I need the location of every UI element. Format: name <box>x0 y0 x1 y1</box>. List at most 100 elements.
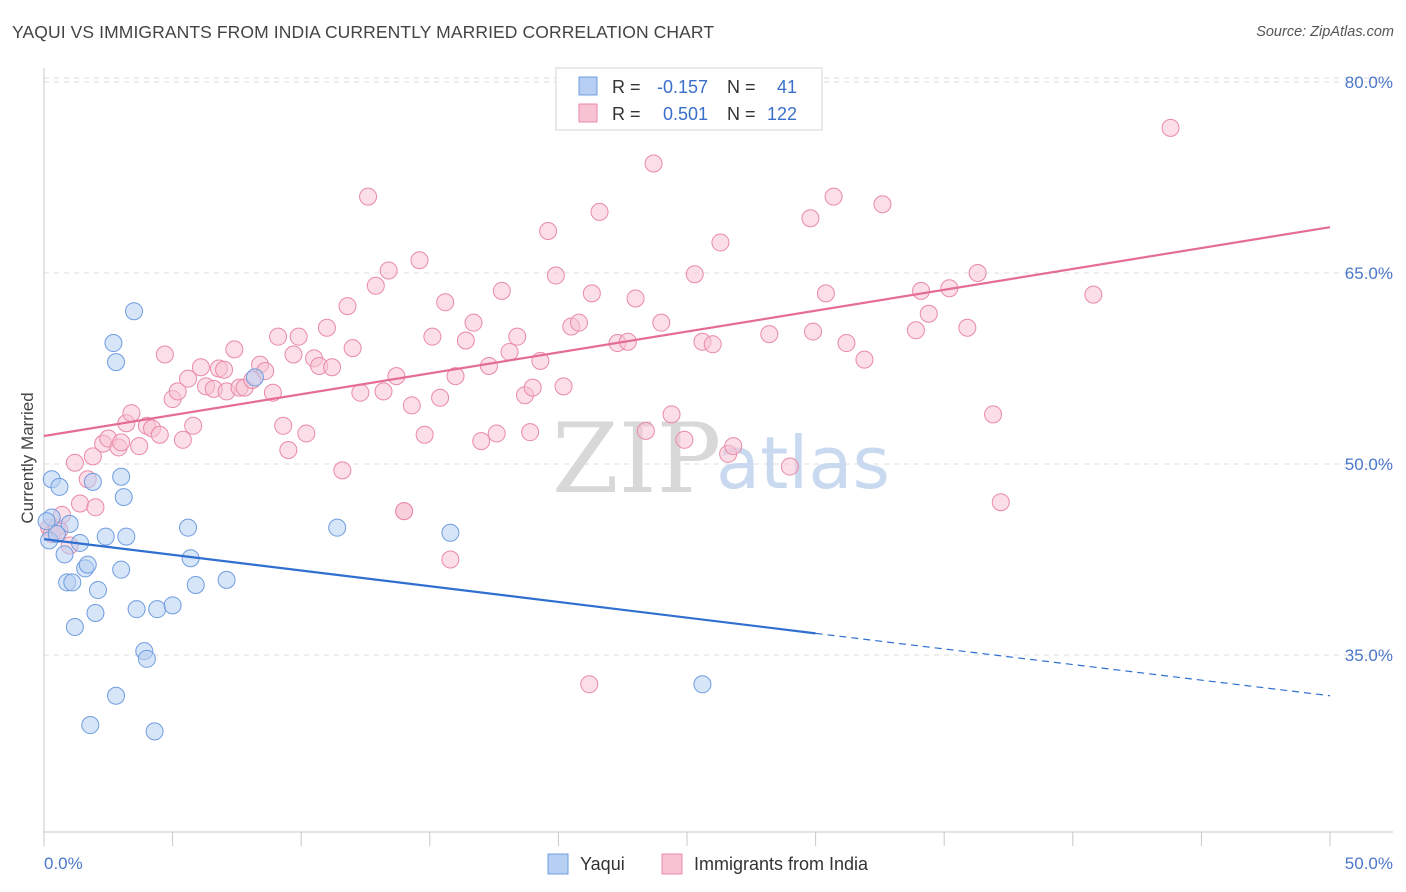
yaqui-point <box>125 302 144 321</box>
india-point <box>343 339 362 358</box>
india-point <box>855 350 874 369</box>
india-point <box>387 367 406 386</box>
legend-n-value-1: 41 <box>777 77 797 97</box>
trend-lines <box>43 226 1331 697</box>
india-point <box>724 437 743 456</box>
india-point <box>374 382 393 401</box>
india-point <box>130 437 149 456</box>
india-point <box>662 405 681 424</box>
india-point <box>351 383 370 402</box>
india-point <box>582 284 601 303</box>
yaqui-point <box>145 722 164 741</box>
yaqui-points <box>37 302 712 741</box>
india-point <box>703 335 722 354</box>
yaqui-point <box>112 467 131 486</box>
y-tick-label: 65.0% <box>1345 264 1393 283</box>
yaqui-point <box>55 545 74 564</box>
india-point <box>436 293 455 312</box>
india-point <box>155 345 174 364</box>
india-point <box>479 356 498 375</box>
india-point <box>297 424 316 443</box>
india-point <box>423 327 442 346</box>
india-point <box>279 440 298 459</box>
india-point <box>508 327 527 346</box>
india-point <box>801 209 820 228</box>
india-point <box>122 404 141 423</box>
india-point <box>359 187 378 206</box>
india-point <box>464 313 483 332</box>
india-point <box>804 322 823 341</box>
india-point <box>150 425 169 444</box>
yaqui-point <box>217 570 236 589</box>
india-point <box>500 342 519 361</box>
india-point <box>711 233 730 252</box>
india-point <box>873 195 892 214</box>
yaqui-point <box>186 575 205 594</box>
india-point <box>644 154 663 173</box>
india-point <box>837 334 856 353</box>
legend-top: R = -0.157 N = 41 R = 0.501 N = 122 <box>555 67 823 131</box>
yaqui-point <box>328 518 347 537</box>
india-point <box>184 416 203 435</box>
india-point <box>906 321 925 340</box>
india-point <box>179 369 198 388</box>
india-point <box>263 383 282 402</box>
x-tick-label-min: 0.0% <box>44 854 83 873</box>
legend-bottom-label-yaqui: Yaqui <box>580 854 625 874</box>
india-point <box>112 433 131 452</box>
india-point <box>984 405 1003 424</box>
watermark-zip: ZIP <box>552 403 721 515</box>
yaqui-point <box>78 555 97 574</box>
india-point <box>1084 285 1103 304</box>
india-point <box>760 325 779 344</box>
gridlines <box>44 77 1393 656</box>
yaqui-point <box>104 334 123 353</box>
watermark-atlas: atlas <box>716 421 890 505</box>
yaqui-point <box>148 600 167 619</box>
india-point <box>83 447 102 466</box>
india-point <box>289 327 308 346</box>
india-point <box>780 457 799 476</box>
yaqui-point <box>693 675 712 694</box>
india-point <box>431 388 450 407</box>
yaqui-point <box>117 527 136 546</box>
yaqui-point <box>89 581 108 600</box>
india-point <box>173 430 192 449</box>
india-point <box>379 261 398 280</box>
india-point <box>415 425 434 444</box>
yaqui-trend-line <box>43 538 816 635</box>
yaqui-point <box>86 603 105 622</box>
yaqui-point <box>65 617 84 636</box>
india-point <box>521 423 540 442</box>
india-point <box>554 377 573 396</box>
india-point <box>317 318 336 337</box>
yaqui-point <box>112 560 131 579</box>
india-point <box>546 266 565 285</box>
x-tick-label-max: 50.0% <box>1345 854 1393 873</box>
yaqui-point <box>107 686 126 705</box>
india-point <box>968 264 987 282</box>
india-point <box>626 289 645 308</box>
india-point <box>816 284 835 303</box>
india-point <box>636 421 655 440</box>
india-point <box>487 424 506 443</box>
yaqui-point <box>179 518 198 537</box>
yaqui-point <box>81 716 100 735</box>
y-axis-label: Currently Married <box>18 392 37 523</box>
india-point <box>492 281 511 300</box>
india-point <box>590 202 609 221</box>
india-point <box>65 453 84 472</box>
yaqui-point <box>50 477 69 496</box>
india-point <box>1161 118 1180 137</box>
yaqui-point <box>47 525 66 544</box>
india-point <box>446 367 465 386</box>
yaqui-point <box>63 573 82 592</box>
india-point <box>402 396 421 415</box>
india-point <box>472 432 491 451</box>
legend-n-value-2: 122 <box>767 104 797 124</box>
legend-swatch-india <box>578 103 598 123</box>
india-point <box>323 358 342 377</box>
india-point <box>284 345 303 364</box>
y-tick-label: 35.0% <box>1345 646 1393 665</box>
